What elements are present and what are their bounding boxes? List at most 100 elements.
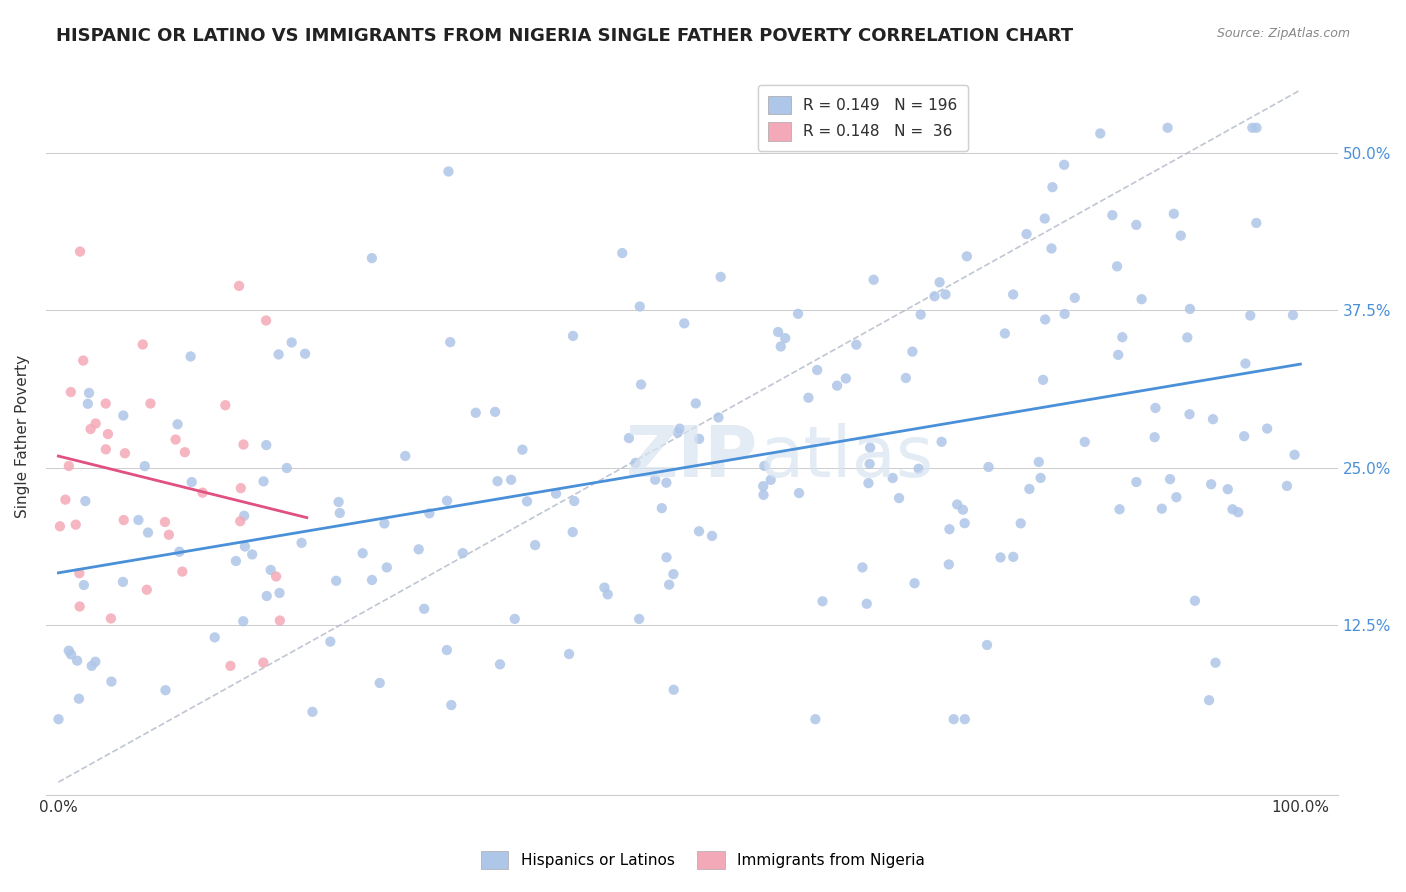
Point	[229, 514, 252, 528]
Y-axis label: Single Father Poverty: Single Father Poverty	[15, 354, 30, 517]
Point	[301, 705, 323, 719]
Point	[882, 471, 904, 485]
Point	[180, 475, 202, 489]
Point	[484, 405, 506, 419]
Point	[264, 569, 287, 583]
Point	[1028, 455, 1050, 469]
Point	[1125, 475, 1147, 489]
Point	[439, 335, 461, 350]
Point	[804, 712, 827, 726]
Point	[139, 396, 162, 410]
Point	[685, 396, 707, 410]
Point	[956, 249, 979, 263]
Text: HISPANIC OR LATINO VS IMMIGRANTS FROM NIGERIA SINGLE FATHER POVERTY CORRELATION : HISPANIC OR LATINO VS IMMIGRANTS FROM NI…	[56, 27, 1073, 45]
Point	[373, 516, 395, 531]
Point	[1163, 207, 1185, 221]
Point	[851, 560, 873, 574]
Point	[489, 657, 512, 672]
Point	[173, 445, 195, 459]
Point	[254, 438, 277, 452]
Point	[561, 524, 583, 539]
Point	[752, 488, 775, 502]
Point	[1033, 211, 1056, 226]
Point	[240, 548, 263, 562]
Point	[325, 574, 347, 588]
Point	[368, 676, 391, 690]
Text: Source: ZipAtlas.com: Source: ZipAtlas.com	[1216, 27, 1350, 40]
Point	[134, 459, 156, 474]
Point	[1227, 505, 1250, 519]
Point	[558, 647, 581, 661]
Point	[1002, 549, 1025, 564]
Point	[673, 316, 696, 330]
Point	[907, 462, 929, 476]
Point	[1125, 218, 1147, 232]
Point	[94, 442, 117, 457]
Point	[100, 674, 122, 689]
Point	[894, 371, 917, 385]
Point	[1108, 502, 1130, 516]
Point	[952, 502, 974, 516]
Point	[655, 475, 678, 490]
Point	[1032, 373, 1054, 387]
Point	[180, 350, 202, 364]
Point	[1053, 307, 1076, 321]
Point	[562, 329, 585, 343]
Point	[1256, 421, 1278, 435]
Point	[924, 289, 946, 303]
Point	[1205, 656, 1227, 670]
Point	[707, 410, 730, 425]
Point	[1107, 260, 1129, 274]
Point	[155, 683, 177, 698]
Point	[256, 589, 278, 603]
Point	[994, 326, 1017, 341]
Point	[1199, 477, 1222, 491]
Point	[1234, 357, 1257, 371]
Point	[1178, 301, 1201, 316]
Point	[319, 634, 342, 648]
Point	[845, 337, 868, 351]
Point	[862, 273, 884, 287]
Point	[79, 422, 101, 436]
Point	[1166, 490, 1188, 504]
Point	[787, 307, 810, 321]
Point	[858, 476, 880, 491]
Point	[84, 655, 107, 669]
Point	[66, 654, 89, 668]
Point	[97, 427, 120, 442]
Point	[942, 712, 965, 726]
Point	[1275, 479, 1298, 493]
Point	[219, 658, 242, 673]
Point	[1111, 330, 1133, 344]
Point	[700, 529, 723, 543]
Point	[112, 409, 135, 423]
Point	[612, 246, 634, 260]
Point	[946, 498, 969, 512]
Point	[688, 432, 710, 446]
Point	[1015, 227, 1038, 241]
Point	[773, 331, 796, 345]
Point	[938, 558, 960, 572]
Point	[859, 441, 882, 455]
Point	[232, 437, 254, 451]
Point	[1239, 309, 1261, 323]
Point	[69, 244, 91, 259]
Point	[280, 335, 302, 350]
Point	[58, 458, 80, 473]
Point	[166, 417, 188, 432]
Point	[229, 481, 252, 495]
Point	[1284, 448, 1306, 462]
Point	[628, 300, 651, 314]
Point	[710, 269, 733, 284]
Point	[1029, 471, 1052, 485]
Point	[977, 460, 1000, 475]
Point	[859, 457, 882, 471]
Point	[290, 536, 312, 550]
Point	[1159, 472, 1181, 486]
Point	[84, 417, 107, 431]
Point	[352, 546, 374, 560]
Point	[658, 577, 681, 591]
Point	[624, 456, 647, 470]
Point	[436, 493, 458, 508]
Point	[329, 506, 352, 520]
